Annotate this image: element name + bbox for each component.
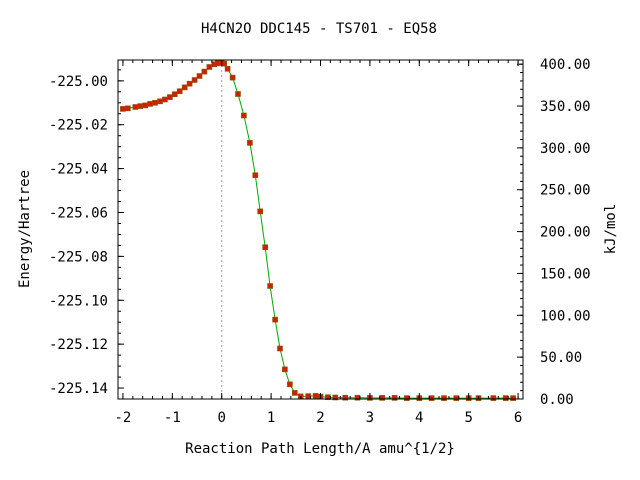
data-point xyxy=(196,73,203,79)
data-point xyxy=(221,60,227,67)
x-tick-label: 5 xyxy=(464,410,472,426)
axis-ticks: -2 -1 0 1 2 3 4 5 6 -225.00 -225.02 -225.04 -225.06 -… xyxy=(49,57,591,426)
y2-tick-label: 50.00 xyxy=(540,350,582,366)
data-point xyxy=(162,96,168,103)
x-tick-label: -1 xyxy=(164,410,181,426)
data-point xyxy=(291,390,298,396)
y-tick-label: -225.06 xyxy=(49,205,108,221)
y-axis-label: Energy/Hartree xyxy=(17,170,33,288)
data-point xyxy=(262,244,269,250)
data-point xyxy=(186,80,193,87)
y2-tick-label: 350.00 xyxy=(540,99,591,115)
data-point xyxy=(272,316,278,323)
data-point xyxy=(172,91,178,97)
y-tick-label: -225.14 xyxy=(49,381,108,397)
data-point xyxy=(510,395,516,401)
data-point xyxy=(391,395,398,401)
data-point xyxy=(342,394,349,401)
data-point xyxy=(502,395,509,401)
data-point xyxy=(152,100,158,106)
data-point xyxy=(167,94,173,100)
chart-title: H4CN2O DDC145 - TS701 - EQ58 xyxy=(201,21,437,37)
x-tick-label: 1 xyxy=(267,410,275,426)
data-point xyxy=(277,345,283,352)
data-point xyxy=(282,366,288,373)
x-tick-label: 6 xyxy=(514,410,522,426)
data-point xyxy=(305,393,312,399)
data-point xyxy=(252,172,259,178)
y2-tick-label: 150.00 xyxy=(540,266,591,282)
data-point xyxy=(235,91,241,97)
data-point xyxy=(267,283,273,289)
data-point xyxy=(490,395,497,401)
data-point xyxy=(120,106,126,112)
data-point xyxy=(176,88,183,94)
data-point xyxy=(206,64,213,70)
data-point xyxy=(137,103,143,109)
y2-tick-label: 100.00 xyxy=(540,308,591,324)
y2-axis-label: kJ/mol xyxy=(603,204,619,255)
y-tick-label: -225.12 xyxy=(49,337,108,353)
data-point xyxy=(312,393,319,399)
y-tick-label: -225.00 xyxy=(49,74,108,90)
data-point xyxy=(132,104,139,110)
x-tick-label: 0 xyxy=(218,410,226,426)
data-point xyxy=(379,395,386,401)
data-point xyxy=(191,77,198,83)
data-point xyxy=(247,140,253,146)
data-point xyxy=(453,395,460,401)
data-point xyxy=(428,395,435,401)
data-point xyxy=(257,208,264,215)
y-tick-label: -225.10 xyxy=(49,293,108,309)
data-point xyxy=(404,395,410,401)
data-point xyxy=(332,394,339,401)
x-tick-label: 3 xyxy=(366,410,374,426)
data-point xyxy=(142,102,148,109)
x-tick-label: 4 xyxy=(415,410,423,426)
x-tick-label: 2 xyxy=(316,410,324,426)
y-tick-label: -225.08 xyxy=(49,249,108,265)
y-tick-label: -225.04 xyxy=(49,162,108,178)
data-point xyxy=(441,395,447,401)
y2-tick-label: 400.00 xyxy=(540,57,591,73)
data-point xyxy=(157,98,163,105)
data-point xyxy=(241,112,247,119)
data-point xyxy=(224,66,231,72)
data-point xyxy=(287,381,293,388)
data-point xyxy=(181,84,188,91)
x-tick-label: -2 xyxy=(115,410,132,426)
data-point xyxy=(125,105,131,112)
data-point xyxy=(201,68,208,75)
y-tick-label: -225.02 xyxy=(49,118,108,134)
y2-tick-label: 300.00 xyxy=(540,141,591,157)
y2-tick-label: 0.00 xyxy=(540,392,574,408)
x-axis-label: Reaction Path Length/A amu^{1/2} xyxy=(185,441,455,457)
data-point xyxy=(229,74,236,81)
y2-tick-label: 250.00 xyxy=(540,183,591,199)
y2-tick-label: 200.00 xyxy=(540,225,591,241)
data-point xyxy=(147,101,153,107)
